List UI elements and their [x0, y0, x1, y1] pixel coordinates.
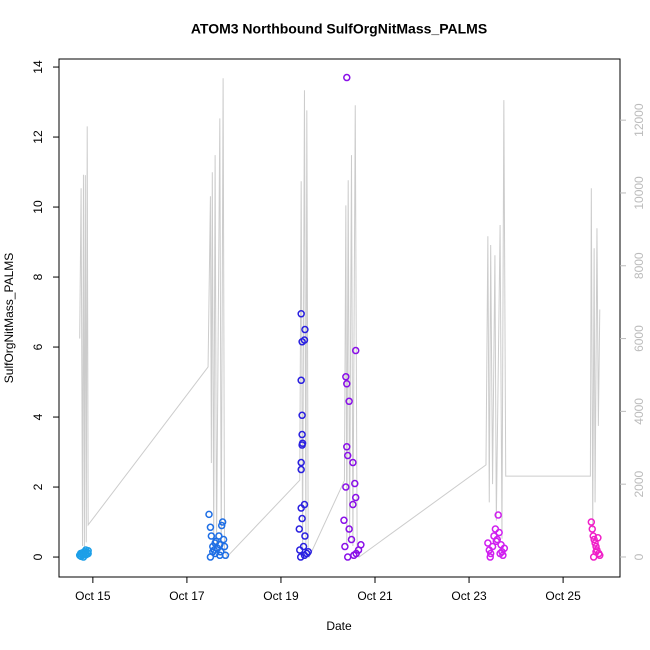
x-tick-label: Oct 23: [451, 589, 487, 603]
point: [492, 537, 501, 546]
point: [298, 430, 306, 439]
x-tick-label: Oct 19: [263, 589, 299, 603]
point: [304, 548, 312, 556]
y2-tick-label: 12000: [632, 103, 646, 137]
point: [343, 443, 351, 451]
point: [345, 397, 353, 406]
point: [215, 532, 223, 540]
point: [205, 510, 213, 519]
y2-tick-label: 0: [632, 553, 646, 560]
point: [211, 539, 219, 547]
point: [220, 542, 229, 551]
point: [484, 539, 492, 547]
point: [84, 549, 92, 558]
y-tick-label: 14: [31, 60, 45, 74]
point: [587, 518, 596, 526]
point: [350, 551, 358, 560]
point: [217, 548, 225, 556]
point: [217, 521, 226, 530]
point: [590, 535, 598, 544]
point: [345, 525, 353, 533]
x-tick-label: Oct 21: [357, 589, 393, 603]
point: [496, 549, 504, 558]
point: [592, 548, 600, 556]
point: [298, 338, 306, 346]
point: [488, 542, 497, 551]
point: [209, 548, 217, 556]
point: [340, 516, 348, 525]
point: [297, 504, 305, 512]
point: [349, 458, 357, 467]
point: [588, 525, 597, 533]
y-tick-label: 4: [31, 413, 45, 420]
point: [351, 479, 359, 488]
point: [500, 544, 509, 553]
point: [295, 525, 304, 533]
point: [296, 553, 305, 561]
x-tick-label: Oct 15: [75, 589, 111, 603]
y2-tick-label: 4000: [632, 398, 646, 425]
plot-frame: [58, 58, 621, 578]
point: [79, 553, 88, 561]
point: [349, 500, 357, 509]
chart-title: ATOM3 Northbound SulfOrgNitMass_PALMS: [191, 21, 487, 37]
y2-tick-label: 2000: [632, 471, 646, 498]
point: [494, 511, 502, 519]
x-tick-label: Oct 25: [545, 589, 581, 603]
point: [343, 451, 352, 460]
y-tick-label: 6: [31, 343, 45, 350]
point: [347, 535, 356, 544]
point: [341, 542, 349, 551]
point: [486, 553, 494, 561]
point: [297, 458, 305, 467]
point: [343, 73, 351, 82]
point: [298, 514, 306, 523]
point: [218, 518, 227, 526]
point: [495, 528, 503, 537]
point: [351, 346, 360, 355]
x-axis-label: Date: [326, 619, 352, 633]
point: [594, 534, 602, 542]
point: [216, 551, 224, 560]
point: [342, 373, 350, 381]
point: [219, 535, 228, 544]
point: [299, 542, 308, 551]
point: [206, 523, 215, 532]
y2-tick-label: 10000: [632, 176, 646, 210]
x-tick-label: Oct 17: [169, 589, 205, 603]
y-tick-label: 0: [31, 553, 45, 560]
point: [491, 525, 500, 533]
y-tick-label: 2: [31, 483, 45, 490]
point: [296, 546, 304, 554]
y-axis-label: SulfOrgNitMass_PALMS: [2, 253, 16, 383]
point: [297, 310, 305, 318]
point: [351, 493, 360, 502]
point: [301, 325, 309, 334]
y2-tick-label: 8000: [632, 252, 646, 279]
point: [297, 465, 305, 474]
point: [298, 441, 306, 449]
y-tick-label: 10: [31, 200, 45, 214]
y-tick-label: 12: [31, 130, 45, 144]
y2-tick-label: 6000: [632, 325, 646, 352]
point: [343, 380, 351, 388]
point: [486, 549, 495, 558]
point: [342, 483, 350, 491]
point: [297, 376, 305, 385]
point: [301, 532, 309, 540]
point: [298, 411, 306, 420]
point: [343, 553, 352, 561]
altitude-line: [79, 78, 601, 559]
point: [357, 541, 365, 549]
y-tick-label: 8: [31, 273, 45, 280]
point: [207, 532, 216, 540]
